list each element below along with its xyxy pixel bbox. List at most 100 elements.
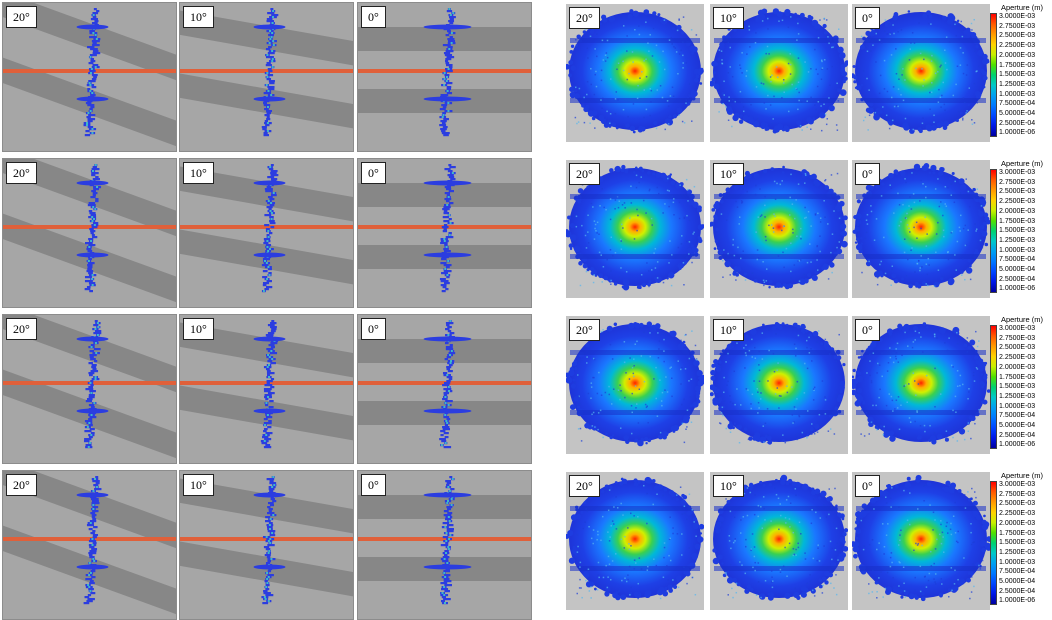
aperture-plan-panel: 0° bbox=[852, 4, 990, 142]
legend-label: 1.5000E-03 bbox=[999, 539, 1036, 547]
legend-label: 2.5000E-03 bbox=[999, 344, 1036, 352]
angle-label: 0° bbox=[361, 6, 386, 28]
angle-label: 10° bbox=[183, 318, 214, 340]
legend-label: 2.0000E-03 bbox=[999, 207, 1036, 215]
side-view-drawing bbox=[180, 476, 353, 605]
legend-label: 2.5000E-04 bbox=[999, 275, 1036, 283]
layer-band bbox=[714, 566, 844, 571]
legend-title: Aperture (m) bbox=[1000, 315, 1044, 324]
legend-label: 2.5000E-03 bbox=[999, 500, 1036, 508]
angle-label: 10° bbox=[713, 7, 744, 29]
legend-title: Aperture (m) bbox=[1000, 471, 1044, 480]
aperture-texture bbox=[574, 484, 697, 600]
side-view-drawing bbox=[3, 159, 176, 303]
legend-label: 2.5000E-04 bbox=[999, 587, 1036, 595]
side-view-drawing bbox=[358, 476, 531, 605]
side-view-panel: 10° bbox=[179, 2, 354, 152]
layer-band bbox=[714, 506, 844, 511]
angle-label: 20° bbox=[6, 6, 37, 28]
angle-label: 20° bbox=[6, 474, 37, 496]
legend-label: 2.7500E-03 bbox=[999, 178, 1036, 186]
side-view-panel: 10° bbox=[179, 470, 354, 620]
aperture-plan-panel: 0° bbox=[852, 316, 990, 454]
legend-color-bar bbox=[990, 13, 997, 137]
aperture-legend: Aperture (m) 3.0000E-03 2.7500E-03 2.5000E-… bbox=[990, 471, 1050, 619]
side-view-drawing bbox=[358, 320, 531, 449]
legend-label: 7.5000E-04 bbox=[999, 256, 1036, 264]
legend-label: 1.7500E-03 bbox=[999, 529, 1036, 537]
aperture-map bbox=[710, 8, 848, 134]
bedding-layer bbox=[180, 8, 353, 70]
layer-band bbox=[570, 98, 700, 103]
interface-line bbox=[358, 537, 531, 541]
aperture-edge bbox=[566, 321, 704, 447]
legend-label: 2.0000E-03 bbox=[999, 519, 1036, 527]
side-view-drawing bbox=[358, 8, 531, 137]
side-view-drawing bbox=[180, 320, 353, 449]
legend-label: 2.5000E-03 bbox=[999, 188, 1036, 196]
aperture-map bbox=[852, 10, 990, 134]
legend-label: 1.2500E-03 bbox=[999, 236, 1036, 244]
angle-label: 10° bbox=[713, 319, 744, 341]
angle-label: 20° bbox=[6, 162, 37, 184]
aperture-plan-panel: 10° bbox=[710, 4, 848, 142]
side-view-panel: 20° bbox=[2, 470, 177, 620]
aperture-map bbox=[710, 165, 848, 290]
fracture-trace bbox=[76, 320, 109, 449]
layer-band bbox=[856, 566, 986, 571]
legend-label: 3.0000E-03 bbox=[999, 325, 1036, 332]
angle-label: 10° bbox=[183, 162, 214, 184]
legend-label: 1.2500E-03 bbox=[999, 80, 1036, 88]
aperture-plan-panel: 20° bbox=[566, 160, 704, 298]
bedding-layer bbox=[358, 183, 531, 207]
fracture-trace bbox=[423, 164, 472, 293]
side-view-panel: 0° bbox=[357, 2, 532, 152]
aperture-texture bbox=[574, 16, 698, 131]
layer-band bbox=[856, 98, 986, 103]
legend-label: 1.2500E-03 bbox=[999, 548, 1036, 556]
side-view-panel: 0° bbox=[357, 314, 532, 464]
angle-label: 0° bbox=[855, 163, 880, 185]
angle-label: 20° bbox=[6, 318, 37, 340]
side-view-drawing bbox=[180, 164, 353, 293]
aperture-map bbox=[566, 321, 704, 447]
legend-label: 7.5000E-04 bbox=[999, 412, 1036, 420]
aperture-plan-panel: 0° bbox=[852, 472, 990, 610]
layer-band bbox=[856, 38, 986, 43]
legend-label: 5.0000E-04 bbox=[999, 422, 1036, 429]
fracture-trace bbox=[423, 476, 472, 605]
angle-label: 10° bbox=[183, 474, 214, 496]
aperture-map bbox=[710, 322, 846, 445]
aperture-texture bbox=[860, 484, 984, 600]
aperture-plan-panel: 10° bbox=[710, 316, 848, 454]
layer-band bbox=[714, 194, 844, 199]
layer-band bbox=[570, 254, 700, 259]
aperture-legend: Aperture (m) 3.0000E-03 2.7500E-03 2.5000E-… bbox=[990, 315, 1050, 463]
legend-label: 2.0000E-03 bbox=[999, 363, 1036, 371]
side-view-panel: 20° bbox=[2, 2, 177, 152]
legend-label: 2.2500E-03 bbox=[999, 42, 1036, 50]
layer-band bbox=[570, 194, 700, 199]
fracture-trace bbox=[253, 320, 286, 449]
legend-label: 2.7500E-03 bbox=[999, 22, 1036, 30]
legend-label: 1.0000E-06 bbox=[999, 597, 1036, 605]
layer-band bbox=[856, 194, 986, 199]
aperture-plan-panel: 20° bbox=[566, 4, 704, 142]
legend-label: 1.0000E-03 bbox=[999, 558, 1036, 566]
interface-line bbox=[3, 225, 176, 229]
legend-label: 3.0000E-03 bbox=[999, 481, 1036, 488]
legend-label: 7.5000E-04 bbox=[999, 100, 1036, 108]
aperture-plan-panel: 0° bbox=[852, 160, 990, 298]
legend-label: 1.7500E-03 bbox=[999, 217, 1036, 225]
legend-label: 7.5000E-04 bbox=[999, 568, 1036, 576]
fracture-trace bbox=[253, 476, 286, 605]
side-view-drawing bbox=[180, 8, 353, 137]
angle-label: 20° bbox=[569, 163, 600, 185]
legend-label: 1.0000E-03 bbox=[999, 90, 1036, 98]
bedding-layer bbox=[3, 471, 176, 557]
layer-band bbox=[570, 38, 700, 43]
angle-label: 0° bbox=[855, 7, 880, 29]
aperture-map bbox=[712, 474, 848, 601]
side-view-panel: 20° bbox=[2, 314, 177, 464]
angle-label: 20° bbox=[569, 319, 600, 341]
